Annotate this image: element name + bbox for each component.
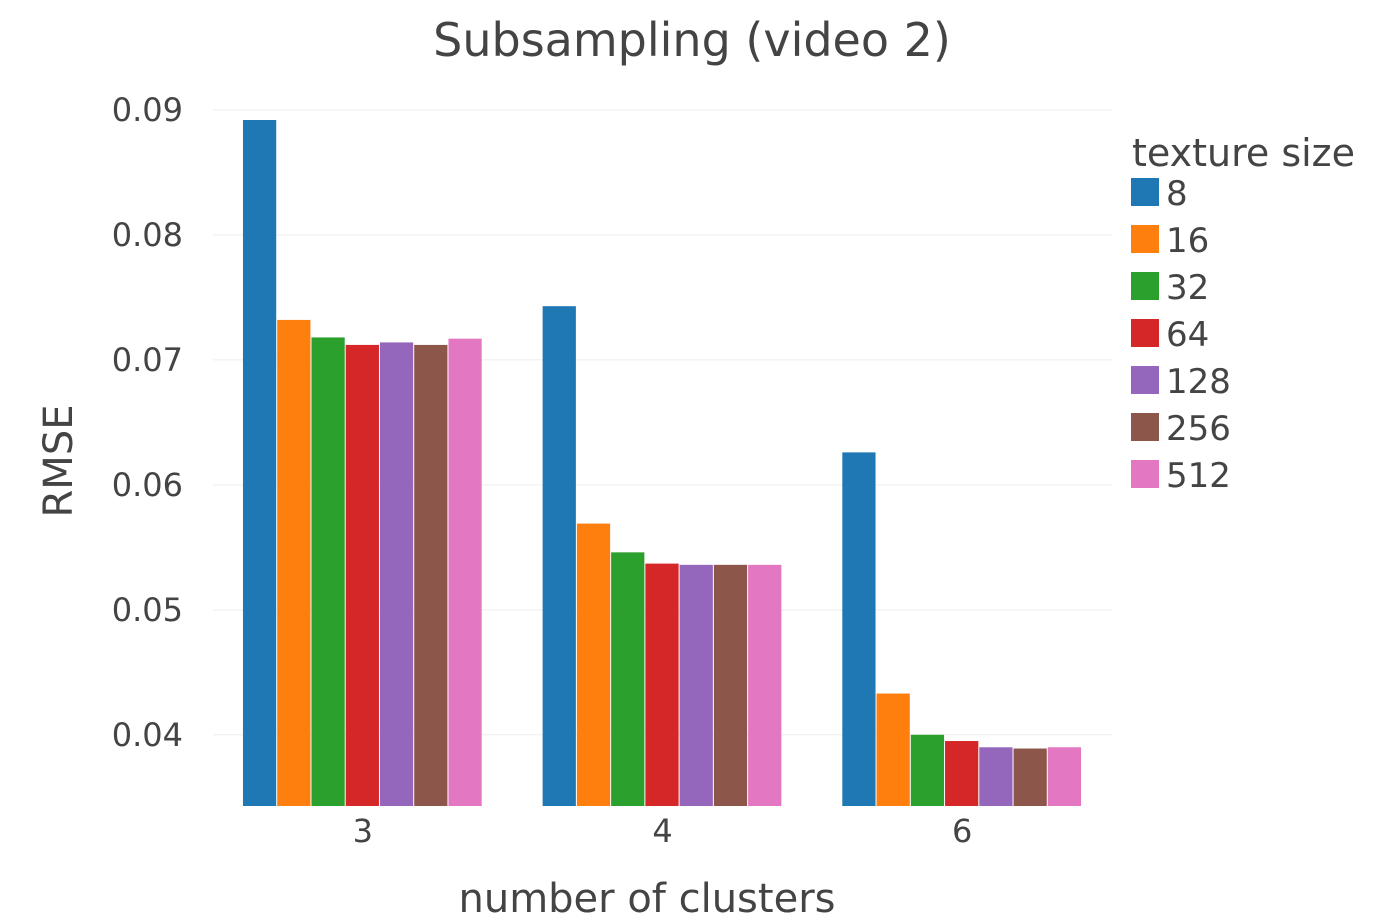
x-tick-label: 4 — [652, 812, 672, 850]
legend-label: 16 — [1166, 221, 1209, 261]
bars — [242, 119, 1082, 807]
bar-6-512 — [1047, 747, 1082, 806]
x-tick-label: 6 — [952, 812, 972, 850]
bar-4-64 — [645, 563, 679, 806]
bar-4-32 — [611, 552, 645, 806]
y-tick-label: 0.04 — [112, 716, 183, 754]
bar-6-8 — [842, 452, 876, 806]
legend-swatch-32 — [1131, 272, 1159, 300]
bar-4-16 — [576, 523, 611, 806]
legend-swatch-256 — [1131, 413, 1159, 441]
bar-3-8 — [242, 119, 277, 807]
bar-6-64 — [945, 741, 979, 806]
legend-label: 32 — [1166, 268, 1209, 308]
bar-6-256 — [1013, 748, 1047, 806]
legend-items: 8 16 32 64 128 256 512 — [1131, 174, 1231, 496]
bar-4-256 — [713, 564, 748, 806]
legend-label: 64 — [1166, 315, 1209, 355]
y-axis-ticks: 0.04 0.05 0.06 0.07 0.08 0.09 — [112, 91, 183, 754]
x-axis-ticks: 3 4 6 — [353, 812, 973, 850]
legend-swatch-128 — [1131, 366, 1159, 394]
legend-swatch-16 — [1131, 225, 1159, 253]
legend-label: 256 — [1166, 409, 1231, 449]
legend-label: 128 — [1166, 362, 1231, 402]
bar-3-128 — [379, 342, 414, 806]
y-tick-label: 0.06 — [112, 466, 183, 504]
y-tick-label: 0.07 — [112, 341, 183, 379]
bar-6-32 — [910, 734, 945, 806]
x-tick-label: 3 — [353, 812, 373, 850]
legend: texture size 8 16 32 64 128 256 512 — [1131, 131, 1355, 496]
bar-4-8 — [542, 306, 576, 806]
legend-label: 512 — [1166, 456, 1231, 496]
legend-title: texture size — [1132, 131, 1355, 175]
chart-title: Subsampling (video 2) — [433, 13, 951, 67]
legend-swatch-8 — [1131, 178, 1159, 206]
bar-3-256 — [414, 344, 448, 806]
y-axis-title: RMSE — [36, 405, 82, 518]
bar-6-16 — [876, 693, 910, 806]
bar-3-32 — [311, 337, 345, 806]
legend-label: 8 — [1166, 174, 1188, 214]
bar-4-512 — [748, 564, 782, 806]
bar-3-64 — [345, 344, 379, 806]
legend-swatch-64 — [1131, 319, 1159, 347]
bar-4-128 — [679, 564, 713, 806]
y-tick-label: 0.09 — [112, 91, 183, 129]
y-tick-label: 0.08 — [112, 216, 183, 254]
y-tick-label: 0.05 — [112, 591, 183, 629]
bar-6-128 — [979, 747, 1013, 806]
bar-3-16 — [277, 319, 311, 806]
x-axis-title: number of clusters — [459, 876, 836, 921]
legend-swatch-512 — [1131, 460, 1159, 488]
bar-3-512 — [448, 338, 482, 806]
